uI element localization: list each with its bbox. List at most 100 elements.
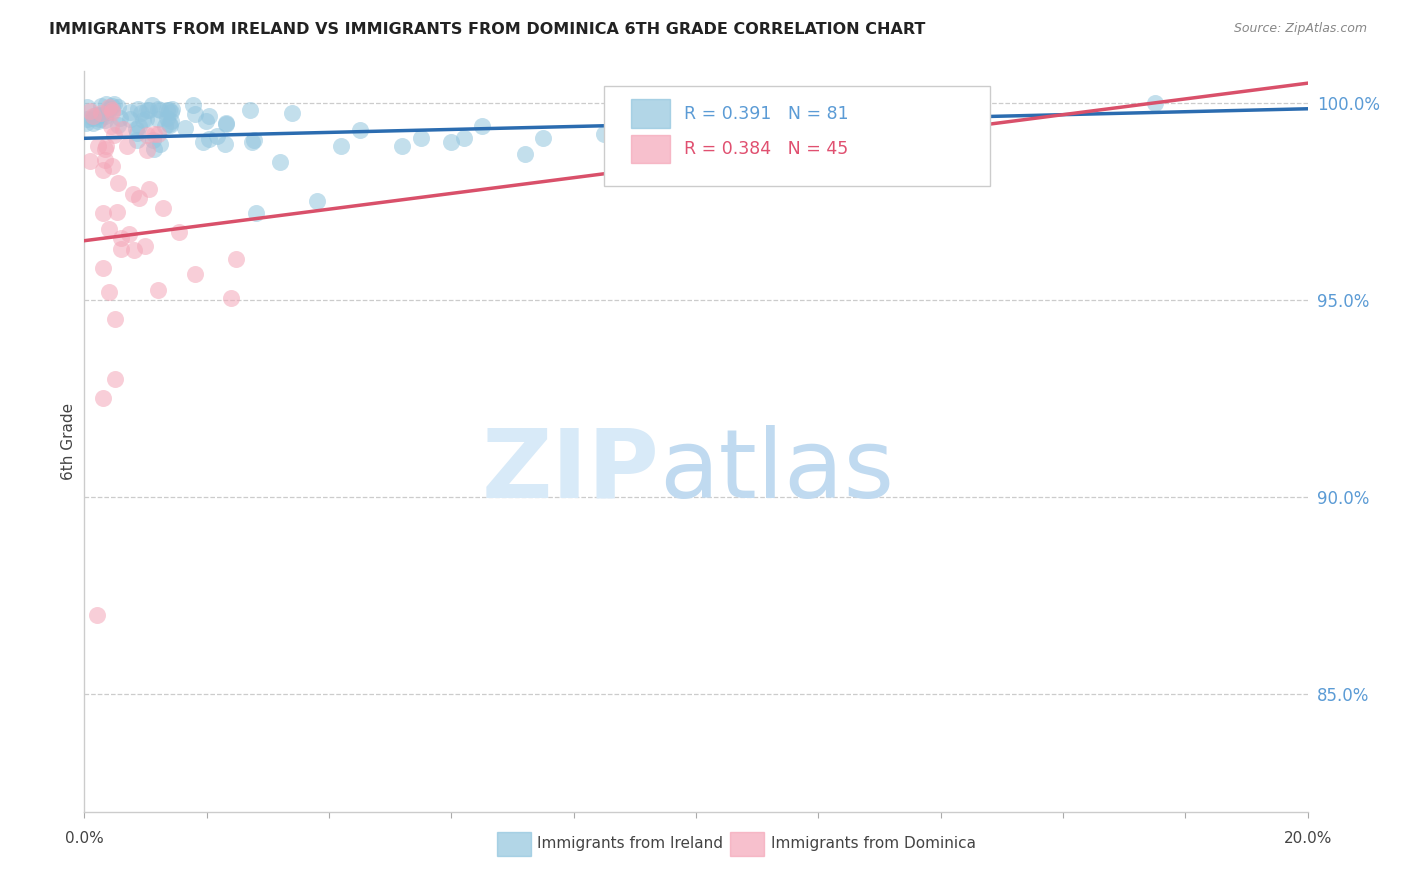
- Point: [104, 371, 127, 385]
- Point: [214, 137, 236, 152]
- Point: [127, 102, 149, 116]
- Point: [160, 105, 183, 120]
- Point: [624, 135, 647, 149]
- Point: [776, 120, 799, 134]
- Point: [471, 120, 494, 134]
- Point: [84, 108, 107, 122]
- Text: Immigrants from Ireland: Immigrants from Ireland: [537, 836, 723, 851]
- Text: 0.0%: 0.0%: [65, 831, 104, 847]
- Point: [118, 104, 141, 119]
- Point: [716, 123, 738, 137]
- Point: [142, 132, 165, 146]
- Point: [91, 261, 114, 276]
- Text: atlas: atlas: [659, 425, 894, 517]
- Point: [124, 244, 146, 258]
- Point: [75, 116, 97, 130]
- Point: [97, 285, 120, 299]
- Bar: [496, 832, 531, 856]
- Point: [269, 155, 291, 169]
- Point: [160, 114, 183, 128]
- Point: [181, 98, 204, 112]
- Point: [118, 227, 141, 241]
- Text: IMMIGRANTS FROM IRELAND VS IMMIGRANTS FROM DOMINICA 6TH GRADE CORRELATION CHART: IMMIGRANTS FROM IRELAND VS IMMIGRANTS FR…: [49, 22, 925, 37]
- Point: [89, 112, 111, 127]
- Point: [198, 109, 221, 123]
- Point: [194, 114, 217, 128]
- Point: [107, 100, 129, 114]
- Point: [97, 105, 120, 120]
- Point: [135, 112, 157, 126]
- Point: [107, 118, 129, 132]
- Point: [391, 139, 413, 153]
- Point: [132, 112, 155, 127]
- Point: [453, 131, 475, 145]
- Point: [90, 99, 112, 113]
- Point: [93, 113, 115, 128]
- Point: [101, 104, 124, 119]
- Point: [198, 132, 221, 146]
- Point: [97, 100, 120, 114]
- Point: [513, 147, 536, 161]
- Point: [110, 242, 132, 256]
- Point: [191, 135, 214, 149]
- Point: [159, 103, 181, 117]
- Point: [134, 238, 156, 252]
- Point: [128, 191, 150, 205]
- Point: [76, 112, 98, 127]
- Text: R = 0.384   N = 45: R = 0.384 N = 45: [683, 140, 848, 158]
- Point: [240, 135, 263, 149]
- Point: [117, 139, 139, 153]
- Point: [146, 128, 169, 142]
- Point: [101, 103, 124, 118]
- Point: [86, 607, 108, 622]
- Point: [104, 312, 127, 326]
- Point: [96, 96, 118, 111]
- Point: [593, 128, 616, 142]
- Point: [146, 112, 169, 126]
- Bar: [631, 136, 671, 163]
- Point: [94, 142, 117, 156]
- Point: [159, 119, 181, 133]
- Y-axis label: 6th Grade: 6th Grade: [60, 403, 76, 480]
- Point: [93, 153, 115, 168]
- Point: [87, 114, 110, 128]
- Text: 20.0%: 20.0%: [1284, 831, 1331, 847]
- Bar: [631, 100, 671, 128]
- Point: [110, 231, 132, 245]
- Point: [305, 194, 328, 209]
- Text: ZIP: ZIP: [481, 425, 659, 517]
- Point: [125, 133, 148, 147]
- Point: [90, 106, 112, 120]
- Point: [531, 131, 554, 145]
- Point: [82, 116, 104, 130]
- Text: Source: ZipAtlas.com: Source: ZipAtlas.com: [1233, 22, 1367, 36]
- Point: [91, 163, 114, 178]
- Point: [155, 119, 177, 133]
- Point: [146, 102, 169, 116]
- Point: [97, 222, 120, 236]
- Point: [135, 103, 157, 117]
- Point: [111, 121, 134, 136]
- Point: [89, 108, 111, 122]
- Point: [143, 127, 166, 141]
- Point: [79, 103, 101, 118]
- Point: [100, 159, 122, 173]
- Point: [243, 132, 266, 146]
- Point: [349, 123, 371, 137]
- Point: [142, 142, 165, 156]
- Point: [149, 103, 172, 117]
- Point: [91, 391, 114, 405]
- Point: [225, 252, 247, 267]
- Point: [215, 116, 238, 130]
- Point: [105, 204, 128, 219]
- Point: [215, 117, 238, 131]
- Point: [219, 291, 242, 305]
- Point: [239, 103, 262, 117]
- Point: [108, 111, 131, 125]
- Point: [125, 126, 148, 140]
- Point: [155, 112, 177, 126]
- Point: [91, 206, 114, 220]
- Point: [82, 109, 104, 123]
- Point: [409, 131, 432, 145]
- Point: [280, 106, 302, 120]
